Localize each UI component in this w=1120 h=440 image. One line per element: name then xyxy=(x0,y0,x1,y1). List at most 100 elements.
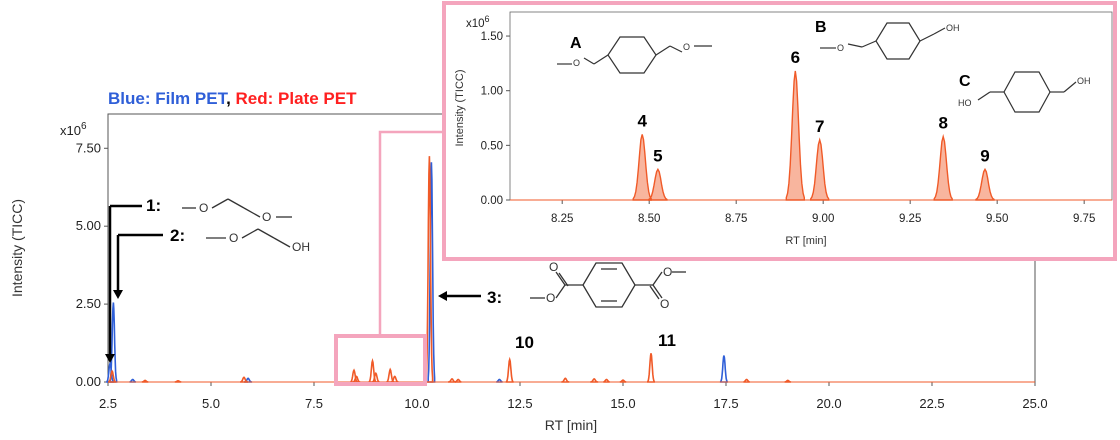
annotation-1: 1: O O xyxy=(105,196,292,363)
structure-3-carbonyl-o-right: O xyxy=(660,297,669,311)
structure-2-hydroxyl: OH xyxy=(292,240,310,254)
y-tick-label: 1.00 xyxy=(481,86,503,98)
main-y-ticks: 0.00 2.50 5.00 7.50 xyxy=(76,140,108,389)
x-tick-label: 25.0 xyxy=(1022,396,1047,411)
x-tick-label: 10.0 xyxy=(404,396,429,411)
y-tick-label: 5.00 xyxy=(76,218,101,233)
chromatogram-peak xyxy=(174,379,182,383)
structure-b-label: B xyxy=(815,19,827,36)
chromatogram-peak xyxy=(108,369,117,383)
inset-peak-label: 4 xyxy=(637,111,647,130)
chromatogram-peak xyxy=(975,167,995,201)
legend-title: Blue: Film PET, Red: Plate PET xyxy=(108,89,357,108)
x-tick-label: 9.25 xyxy=(899,213,921,225)
annotation-1-label: 1: xyxy=(146,196,161,215)
annotation-3: 3: O O O O xyxy=(438,260,686,311)
inset-yscale-label: x106 xyxy=(466,14,490,30)
inset-series xyxy=(510,70,1112,201)
x-tick-label: 22.5 xyxy=(919,396,944,411)
structure-2 xyxy=(206,228,291,248)
x-tick-label: 17.5 xyxy=(713,396,738,411)
inset-frame xyxy=(442,1,1117,261)
chromatogram-peak xyxy=(603,378,610,383)
main-x-ticks: 2.5 5.0 7.5 10.0 12.5 15.0 17.5 20.0 22.5 25.0 xyxy=(99,382,1048,411)
inset-peak-label: 6 xyxy=(791,48,800,67)
x-tick-label: 12.5 xyxy=(507,396,532,411)
inset-peak-label: 5 xyxy=(653,146,662,165)
structure-a-label: A xyxy=(570,35,582,52)
x-tick-label: 20.0 xyxy=(816,396,841,411)
structure-a: A O O xyxy=(557,35,712,74)
x-tick-label: 5.0 xyxy=(202,396,220,411)
chromatogram-peak xyxy=(454,378,462,383)
structure-c-hydroxyl-left: HO xyxy=(958,98,972,108)
peak-label-10: 10 xyxy=(515,333,534,352)
structure-2-oxygen: O xyxy=(229,231,238,245)
structure-b-oxygen: O xyxy=(837,43,844,53)
chromatogram-peak xyxy=(743,378,750,383)
chromatogram-peak xyxy=(505,356,514,383)
x-tick-label: 2.5 xyxy=(99,396,117,411)
chromatogram-peak xyxy=(785,70,805,201)
main-series xyxy=(106,156,1035,383)
chromatogram-peak xyxy=(590,378,599,383)
chromatogram-peak xyxy=(427,162,436,383)
y-tick-label: 2.50 xyxy=(76,296,101,311)
inset-y-axis-label: Intensity (TICC) xyxy=(454,69,466,146)
structure-c: C HO OH xyxy=(958,71,1091,113)
x-tick-label: 7.5 xyxy=(305,396,323,411)
legend-separator: , xyxy=(226,89,235,108)
main-yscale-label: x106 xyxy=(60,121,87,138)
inset-y-ticks: 0.00 0.50 1.00 1.50 xyxy=(481,31,510,207)
chromatogram-peak xyxy=(425,156,434,383)
inset-x-ticks: 8.25 8.50 8.75 9.00 9.25 9.50 9.75 xyxy=(551,200,1095,225)
inset-peak-label: 8 xyxy=(938,114,947,133)
chromatogram-peak xyxy=(647,353,655,383)
chromatogram-peak xyxy=(240,376,248,383)
x-tick-label: 8.50 xyxy=(638,213,660,225)
x-tick-label: 9.00 xyxy=(812,213,834,225)
x-tick-label: 8.25 xyxy=(551,213,573,225)
structure-c-hydroxyl-right: OH xyxy=(1077,76,1091,86)
x-tick-label: 9.75 xyxy=(1073,213,1095,225)
annotation-1-arrowhead xyxy=(105,354,115,363)
chromatogram-peak xyxy=(368,357,377,383)
chromatogram-peak xyxy=(352,375,361,383)
structure-3-carbonyl-o-left: O xyxy=(549,260,558,274)
structure-3-ester-o-right: O xyxy=(663,265,672,279)
y-tick-label: 0.00 xyxy=(76,374,101,389)
structure-a-oxygen-left: O xyxy=(573,58,580,68)
x-tick-label: 9.50 xyxy=(986,213,1008,225)
chromatogram-peak xyxy=(371,371,380,383)
y-tick-label: 0.50 xyxy=(481,140,503,152)
chromatogram-peak xyxy=(810,137,830,201)
inset-chart: x106 Intensity (TICC) RT [min] 0.00 0.50 1… xyxy=(442,1,1117,261)
chromatogram-peak xyxy=(619,379,627,383)
chromatogram-peak xyxy=(784,379,792,383)
chromatogram-peak xyxy=(648,167,668,201)
annotation-2-arrowhead xyxy=(113,290,123,299)
chromatogram-peak xyxy=(448,378,456,383)
legend-film-pet: Blue: Film PET xyxy=(108,89,229,108)
structure-1-oxygen-a: O xyxy=(199,201,208,215)
zoom-connector-line xyxy=(378,130,445,336)
legend-plate-pet: Red: Plate PET xyxy=(236,89,358,108)
inset-peak-labels: 45 6 7 8 9 xyxy=(637,48,989,165)
inset-peak-label: 7 xyxy=(815,117,824,136)
structure-1-oxygen-b: O xyxy=(262,210,271,224)
zoom-region-box xyxy=(334,334,427,386)
chromatogram-peak xyxy=(719,355,728,383)
annotation-3-arrowhead xyxy=(438,291,447,301)
inset-x-axis-label: RT [min] xyxy=(785,235,826,247)
x-tick-label: 15.0 xyxy=(610,396,635,411)
annotation-3-label: 3: xyxy=(487,288,502,307)
structure-3 xyxy=(530,262,686,308)
main-x-axis-label: RT [min] xyxy=(545,417,597,433)
structure-3-ester-o-left: O xyxy=(546,291,555,305)
chromatogram-peak xyxy=(632,134,652,201)
main-chart: x106 Intensity (TICC) RT [min] 0.00 2.50 5… xyxy=(9,113,1048,433)
chromatogram-peak xyxy=(106,360,115,383)
structure-a-oxygen-right: O xyxy=(683,42,690,52)
main-y-axis-label: Intensity (TICC) xyxy=(9,199,25,297)
